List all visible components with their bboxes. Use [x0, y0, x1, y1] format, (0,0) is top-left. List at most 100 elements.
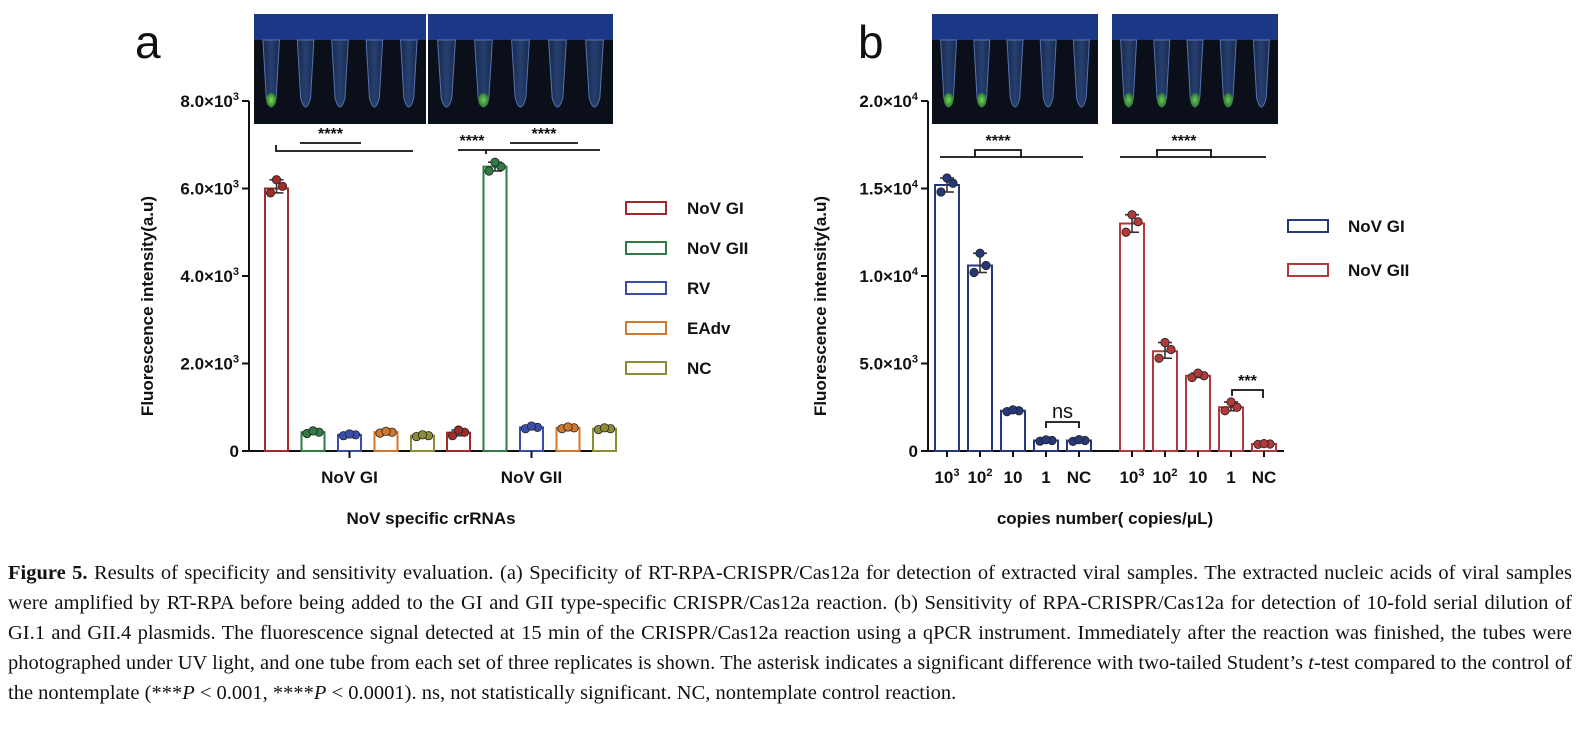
- x-tick-label-base: NC: [1067, 468, 1092, 487]
- b-nov-gii-point: [1226, 397, 1236, 407]
- tube-fluorescence: [478, 93, 489, 107]
- b-nov-gii-point: [1127, 210, 1137, 220]
- b-nov-gi-point: [1041, 435, 1051, 445]
- a-rv-point: [344, 429, 355, 439]
- legend-label: NoV GI: [687, 199, 744, 218]
- y-tick-label-base: 1.5×10: [859, 180, 911, 199]
- legend-label: NoV GII: [1348, 261, 1409, 280]
- a-nov-gi-point: [277, 181, 288, 191]
- y-tick-label: 0: [230, 442, 239, 461]
- b-nov-gi-bar: [934, 184, 960, 452]
- x-tick-label-exp: 2: [1171, 467, 1177, 479]
- x-tick-label: 10: [1189, 468, 1208, 487]
- tube: [365, 39, 384, 108]
- x-tick-label-base: 10: [1004, 468, 1023, 487]
- b-nov-gi-point: [948, 178, 958, 188]
- tube-photo-b-gii: [1112, 14, 1278, 124]
- a-nov-gi-point: [453, 425, 464, 435]
- chart-panel-b: 05.0×1031.0×1041.5×1042.0×104Fluorescenc…: [811, 91, 1409, 528]
- b-nov-gii-point: [1232, 402, 1242, 412]
- sig-b-ns-label: ns: [1052, 401, 1073, 423]
- tube-fluorescence: [943, 93, 954, 107]
- y-tick-label-exp: 3: [233, 354, 239, 366]
- sig-b-three-line: [1231, 389, 1264, 398]
- x-tick-label-base: 10: [1189, 468, 1208, 487]
- sig-b-three-label: ***: [1238, 373, 1257, 390]
- legend-label: NoV GI: [1348, 217, 1405, 236]
- y-tick-label-base: 2.0×10: [859, 92, 911, 111]
- sig-b1-inner-label: ****: [986, 133, 1012, 150]
- tube-fluorescence: [1190, 93, 1200, 107]
- y-tick-label-base: 2.0×10: [180, 355, 232, 374]
- caption-t: t: [1308, 652, 1314, 674]
- y-tick-label-base: 6.0×10: [180, 180, 232, 199]
- tube: [511, 39, 530, 108]
- legend-swatch: [1287, 263, 1329, 277]
- x-tick-label-base: 10: [934, 468, 953, 487]
- tube-photo-a-gii: [428, 14, 613, 124]
- x-tick-label: 102: [1152, 467, 1177, 487]
- x-tick-label: 103: [934, 467, 959, 487]
- y-tick-label: 8.0×103: [180, 91, 239, 111]
- caption-text-1: Results of specificity and sensitivity e…: [8, 562, 1573, 674]
- b-nov-gii-point: [1160, 337, 1170, 348]
- x-tick-label-base: 10: [967, 468, 986, 487]
- x-tick-label-exp: 3: [953, 467, 959, 479]
- y-tick-label-exp: 3: [233, 179, 239, 191]
- y-tick-label-exp: 4: [912, 266, 919, 278]
- legend-label: RV: [687, 279, 711, 298]
- x-tick-label-base: 1: [1226, 468, 1235, 487]
- caption-text-4: < 0.0001). ns, not statistically signifi…: [326, 682, 957, 704]
- tube-fluorescence: [1123, 93, 1134, 107]
- x-tick-label: 10: [1004, 468, 1023, 487]
- y-tick-label-exp: 4: [912, 91, 919, 103]
- x-tick-label: 1: [1041, 468, 1050, 487]
- y-tick-label-exp: 4: [912, 179, 919, 191]
- tube-fluorescence: [977, 93, 987, 107]
- y-tick-label-base: 1.0×10: [859, 267, 911, 286]
- legend-swatch: [625, 281, 667, 295]
- tube: [585, 39, 604, 108]
- b-nov-gii-bar: [1152, 350, 1178, 452]
- b-nov-gii-point: [1166, 344, 1176, 355]
- caption-text-3: < 0.001, ****: [194, 682, 314, 704]
- x-tick-label: NC: [1252, 468, 1277, 487]
- sig-b1-inner-line: [974, 149, 1022, 158]
- a-nov-gi-point: [447, 431, 458, 441]
- panel-letter-b: b: [858, 16, 884, 68]
- a-eadv-point: [563, 422, 573, 432]
- tube: [437, 39, 456, 108]
- x-tick-label: NC: [1067, 468, 1092, 487]
- y-tick-label-exp: 3: [233, 266, 239, 278]
- y-tick-label-base: 0: [909, 442, 918, 461]
- tube: [1252, 39, 1270, 108]
- x-tick-label-exp: 2: [986, 467, 992, 479]
- b-nov-gi-point: [969, 267, 979, 278]
- figure-5: a b 02.0×1034.0×1036.0×1038.0×103Fluores…: [135, 14, 1409, 528]
- x-axis-title: copies number( copies/μL): [997, 509, 1213, 528]
- photo-rack: [428, 14, 613, 40]
- sig-a1-outer-line: [275, 145, 413, 152]
- y-tick-label: 1.5×104: [859, 179, 918, 199]
- b-nov-gii-point: [1133, 217, 1143, 227]
- tube-photo-a-gi: [254, 14, 426, 124]
- b-nov-gii-point: [1121, 227, 1131, 237]
- a-nov-gii-point: [490, 157, 500, 167]
- tube: [296, 39, 315, 108]
- b-nov-gi-point: [975, 248, 985, 258]
- a-nov-gi-point: [265, 188, 276, 198]
- tube-fluorescence: [1223, 93, 1233, 107]
- y-tick-label-exp: 3: [233, 91, 239, 103]
- b-nov-gii-bar: [1185, 374, 1211, 452]
- b-nov-gi-point: [981, 260, 991, 271]
- sig-a1-inner-label: ****: [318, 126, 344, 143]
- sig-a2-left-line: [458, 149, 487, 154]
- b-nov-gii-point: [1154, 353, 1164, 363]
- caption-p2: P: [313, 682, 327, 704]
- y-tick-label-exp: 3: [912, 354, 918, 366]
- y-tick-label: 4.0×103: [180, 266, 239, 286]
- b-nov-gi-bar: [967, 264, 993, 452]
- tube: [548, 39, 567, 108]
- y-tick-label: 1.0×104: [859, 266, 918, 286]
- b-nov-gi-point: [1008, 405, 1018, 415]
